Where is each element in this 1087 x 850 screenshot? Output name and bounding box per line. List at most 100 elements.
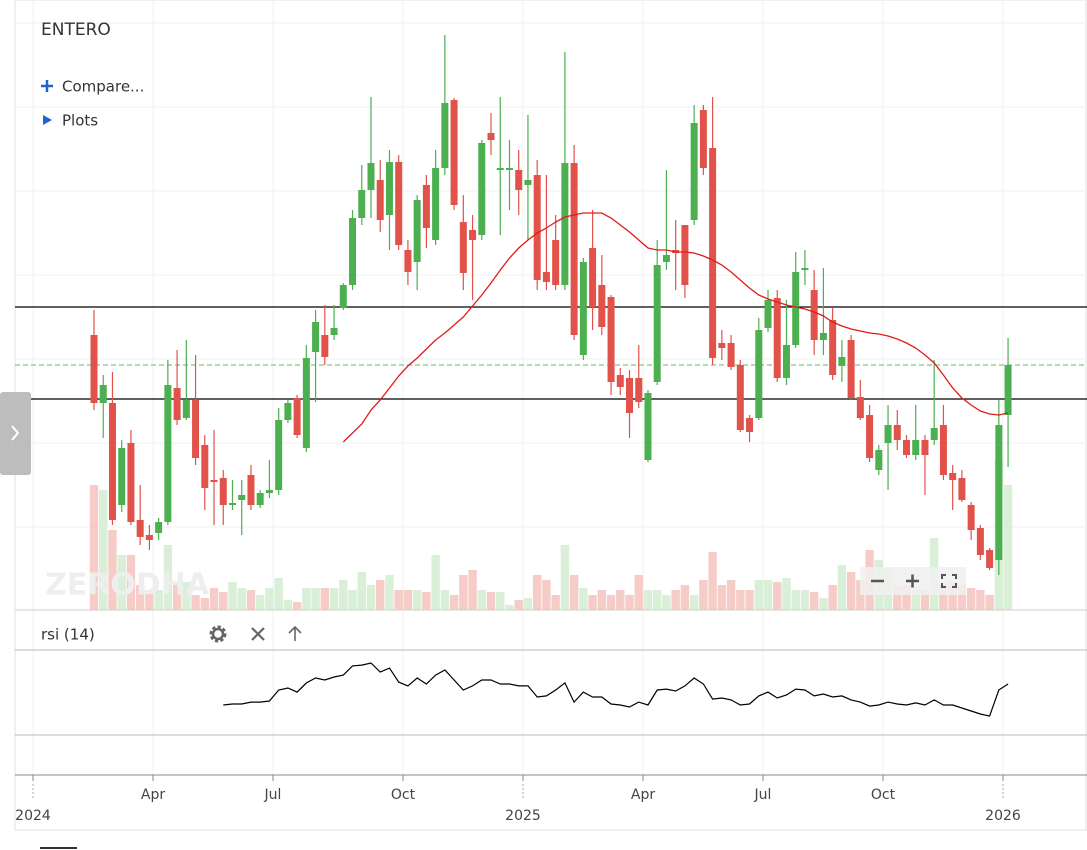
candle-body — [376, 180, 384, 220]
volume-bar — [616, 590, 625, 610]
rsi-settings[interactable] — [209, 625, 227, 643]
volume-bar — [302, 588, 311, 610]
candle-body — [127, 443, 135, 522]
compare-label[interactable]: Compare... — [62, 78, 144, 96]
candle-body — [496, 168, 504, 170]
volume-bar — [99, 490, 108, 610]
candle-body — [108, 403, 116, 520]
volume-bar — [717, 585, 727, 610]
candle-body — [256, 493, 264, 505]
candle-body — [201, 445, 209, 488]
plots-label[interactable]: Plots — [62, 112, 98, 130]
volume-bar — [329, 588, 339, 610]
volume-bar — [422, 592, 431, 610]
candle-body — [856, 397, 864, 418]
x-tick-label: Oct — [871, 787, 896, 803]
candle-body — [930, 428, 938, 440]
candle-body — [219, 478, 227, 505]
volume-bar — [800, 590, 810, 610]
candle-body — [358, 190, 366, 218]
volume-bar — [754, 580, 763, 610]
volume-bar — [394, 590, 403, 610]
volume-bar — [320, 588, 330, 610]
volume-bar — [828, 585, 837, 610]
candle-body — [450, 100, 458, 205]
fullscreen[interactable] — [941, 574, 957, 588]
volume-bar — [283, 600, 293, 610]
candle-body — [699, 110, 707, 168]
rsi-title: rsi (14) — [41, 626, 95, 644]
volume-bar — [486, 592, 496, 610]
candle-body — [192, 400, 200, 458]
volume-bar — [172, 585, 182, 610]
volume-bar — [431, 555, 440, 610]
candle-body — [773, 298, 781, 378]
volume-bar — [145, 590, 154, 610]
candle-body — [478, 143, 486, 235]
candle-body — [173, 388, 181, 420]
overlay — [342, 212, 1009, 443]
candle-body — [838, 357, 846, 366]
candle-body — [976, 528, 984, 555]
compare-button[interactable]: Compare... — [41, 78, 144, 96]
candle-body — [939, 425, 947, 475]
volume-bar — [948, 582, 957, 610]
volume-bar — [569, 575, 579, 610]
volume-bar — [108, 530, 117, 610]
volume-bar — [911, 590, 920, 610]
volume-bar — [634, 575, 643, 610]
candle-body — [422, 185, 430, 228]
candle-body — [533, 175, 541, 280]
candle-body — [801, 268, 809, 270]
candle-body — [155, 522, 163, 533]
candle-body — [866, 415, 874, 458]
gear-icon — [211, 627, 225, 641]
side-tab-bg[interactable] — [0, 392, 31, 475]
candle-body — [164, 385, 172, 522]
volume-bar — [745, 590, 754, 610]
candle-body — [792, 272, 800, 345]
zoom-in[interactable] — [906, 574, 919, 588]
rsi-line — [223, 662, 1009, 717]
gear-teeth — [209, 625, 227, 643]
volume-bar — [219, 592, 228, 610]
x-tick-label: Oct — [391, 787, 416, 803]
volume-bar — [366, 585, 376, 610]
volume-bar — [135, 585, 145, 610]
candle-body — [884, 425, 892, 443]
candle-body — [893, 425, 901, 440]
candle-body — [293, 398, 301, 435]
volume-bar — [966, 588, 976, 610]
candle-body — [782, 345, 790, 378]
candle-body — [330, 328, 338, 335]
volume-bar — [459, 575, 468, 610]
candle-body — [903, 440, 911, 455]
candle-body — [912, 440, 920, 455]
side-tab[interactable] — [0, 392, 31, 475]
candle-body — [626, 378, 634, 413]
candle-body — [579, 262, 587, 355]
volume-bar — [376, 580, 385, 610]
rsi-close[interactable] — [251, 627, 265, 641]
volume-bar — [809, 592, 819, 610]
volume-bar — [736, 590, 745, 610]
candle-body — [690, 123, 698, 220]
volume-bar — [893, 585, 902, 610]
volume-bar — [514, 600, 523, 610]
volume-bar — [274, 578, 283, 610]
candle-body — [238, 495, 246, 500]
volume-bar — [699, 580, 708, 610]
volume-bar — [191, 595, 200, 610]
x-axis: 2024 Apr Jul Oct 2025 Apr Jul Oct 2026 — [15, 775, 1021, 824]
candle-body — [718, 343, 726, 348]
volume-bar — [588, 595, 597, 610]
symbol-title: ENTERO — [41, 20, 111, 40]
plots-button[interactable]: Plots — [43, 112, 98, 130]
candle-body — [635, 378, 643, 402]
volume-bar — [255, 595, 265, 610]
x-tick-label: Jul — [264, 787, 282, 803]
volume-bar — [625, 595, 634, 610]
candle-body — [505, 168, 513, 170]
rsi-move-up[interactable] — [288, 625, 302, 641]
